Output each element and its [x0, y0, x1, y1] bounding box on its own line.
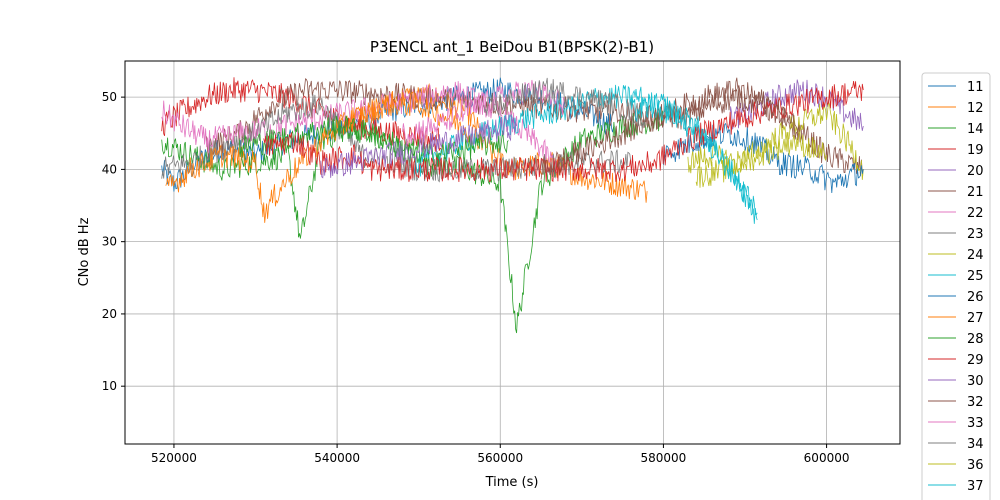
legend-label: 25 [967, 269, 984, 284]
y-tick-label: 10 [102, 379, 117, 393]
x-tick-label: 600000 [804, 451, 850, 465]
x-tick-label: 520000 [151, 451, 197, 465]
legend-label: 14 [967, 122, 984, 137]
series-layer [161, 77, 864, 334]
y-tick-label: 20 [102, 307, 117, 321]
series-line-37 [630, 93, 758, 216]
series-line-26 [663, 122, 864, 194]
legend-label: 19 [967, 143, 984, 158]
series-line-36 [695, 130, 827, 188]
plot-frame [124, 60, 901, 445]
legend-label: 32 [967, 395, 984, 410]
legend-label: 28 [967, 332, 984, 347]
x-axis-title: Time (s) [485, 475, 539, 490]
series-line-32 [540, 77, 803, 180]
legend-label: 37 [967, 479, 984, 494]
series-line-22 [161, 81, 558, 179]
legend-label: 30 [967, 374, 984, 389]
legend-label: 22 [967, 206, 984, 221]
x-axis: 520000 540000 560000 580000 600000 [151, 444, 849, 465]
series-line-33 [402, 79, 566, 145]
legend-box [921, 72, 991, 500]
series-line-19 [161, 77, 444, 152]
legend-label: 26 [967, 290, 984, 305]
legend-label: 12 [967, 101, 984, 116]
series-line-28 [238, 115, 509, 168]
series-line-29 [263, 81, 864, 183]
legend-label: 20 [967, 164, 984, 179]
y-tick-label: 40 [102, 162, 117, 176]
legend-label: 11 [967, 80, 984, 95]
chart-title: P3ENCL ant_1 BeiDou B1(BPSK(2)-B1) [370, 38, 654, 57]
x-tick-label: 580000 [641, 451, 687, 465]
x-tick-label: 540000 [314, 451, 360, 465]
series-line-21 [206, 78, 864, 176]
legend-label: 34 [967, 437, 984, 452]
legend-label: 24 [967, 248, 984, 263]
y-tick-label: 30 [102, 235, 117, 249]
legend-label: 27 [967, 311, 984, 326]
x-tick-label: 560000 [477, 451, 523, 465]
y-tick-label: 50 [102, 90, 117, 104]
y-axis-title: CNo dB Hz [77, 217, 92, 286]
legend-label: 33 [967, 416, 984, 431]
series-line-27 [165, 91, 485, 223]
legend-label: 23 [967, 227, 984, 242]
legend: 11 12 14 19 20 21 22 23 24 25 26 27 28 29 30 32 33 34 36 37 [921, 72, 991, 500]
legend-label: 29 [967, 353, 984, 368]
series-line-20 [728, 79, 864, 131]
series-line-34 [483, 77, 648, 129]
series-line-30 [320, 116, 517, 179]
legend-label: 36 [967, 458, 984, 473]
y-axis: 10 20 30 40 50 [102, 90, 125, 393]
legend-label: 21 [967, 185, 984, 200]
